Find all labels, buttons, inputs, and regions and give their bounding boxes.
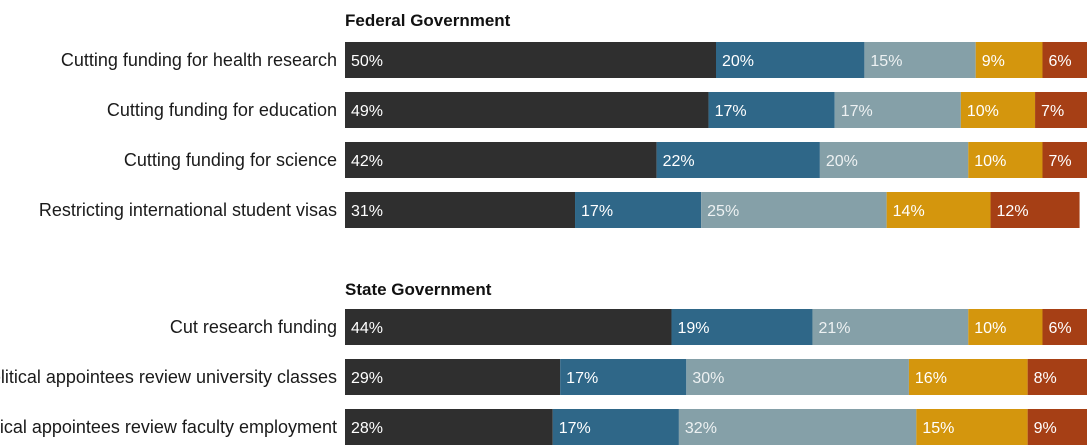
bar-segment: [1042, 42, 1087, 78]
data-label: 31%: [351, 203, 383, 220]
data-label: 30%: [692, 370, 724, 387]
chart-panel: State Government Cut research funding 44% 1…: [0, 280, 1087, 445]
bar-segment: [345, 192, 576, 228]
data-label: 17%: [581, 203, 613, 220]
bar-segment: [345, 309, 672, 345]
bar-segment: [916, 409, 1028, 445]
data-label: 8%: [1034, 370, 1057, 387]
bar-segment: [968, 309, 1043, 345]
data-label: 16%: [915, 370, 947, 387]
data-label: 29%: [351, 370, 383, 387]
bar-segment: [656, 142, 820, 178]
data-label: 17%: [841, 103, 873, 120]
category-label: Cutting funding for health research: [61, 50, 337, 70]
bar-segment: [886, 192, 991, 228]
bar-segment: [345, 42, 716, 78]
data-label: 9%: [1034, 420, 1057, 437]
bar-segment: [678, 409, 917, 445]
bar-segment: [968, 142, 1043, 178]
data-label: 15%: [922, 420, 954, 437]
bar-segment: [1042, 142, 1087, 178]
bar-segment: [560, 359, 687, 395]
data-label: 20%: [722, 53, 754, 70]
category-label: Political appointees review faculty empl…: [0, 417, 337, 437]
bar-segment: [716, 42, 865, 78]
category-label: Cutting funding for science: [124, 150, 337, 170]
data-label: 14%: [893, 203, 925, 220]
data-label: 12%: [997, 203, 1029, 220]
bar-segment: [552, 409, 679, 445]
data-label: 17%: [559, 420, 591, 437]
data-label: 19%: [677, 320, 709, 337]
bar-segment: [708, 92, 835, 128]
bar-segment: [1027, 409, 1087, 445]
bar-segment: [1035, 92, 1087, 128]
data-label: 20%: [826, 153, 858, 170]
data-label: 25%: [707, 203, 739, 220]
data-label: 49%: [351, 103, 383, 120]
category-label: Cut research funding: [170, 317, 337, 337]
bar-segment: [812, 309, 969, 345]
data-label: 9%: [982, 53, 1005, 70]
bar-segment: [1042, 309, 1087, 345]
data-label: 42%: [351, 153, 383, 170]
bar-segment: [990, 192, 1080, 228]
bar-segment: [834, 92, 961, 128]
data-label: 21%: [818, 320, 850, 337]
bar-segment: [686, 359, 909, 395]
data-label: 15%: [870, 53, 902, 70]
data-label: 22%: [663, 153, 695, 170]
bar-segment: [1027, 359, 1087, 395]
bar-segment: [345, 409, 553, 445]
category-label: Restricting international student visas: [39, 200, 337, 220]
panel-title: Federal Government: [345, 11, 511, 30]
data-label: 50%: [351, 53, 383, 70]
data-label: 7%: [1041, 103, 1064, 120]
data-label: 10%: [967, 103, 999, 120]
bar-segment: [345, 359, 561, 395]
panel-title: State Government: [345, 280, 492, 299]
bar-segment: [819, 142, 969, 178]
chart-panel: Federal Government Cutting funding for he…: [39, 11, 1087, 228]
bar-segment: [345, 142, 657, 178]
bar-segment: [345, 92, 709, 128]
data-label: 17%: [566, 370, 598, 387]
data-label: 10%: [974, 153, 1006, 170]
bar-segment: [671, 309, 813, 345]
data-label: 44%: [351, 320, 383, 337]
data-label: 6%: [1048, 320, 1071, 337]
data-label: 7%: [1048, 153, 1071, 170]
bar-segment: [864, 42, 976, 78]
bar-segment: [975, 42, 1043, 78]
bar-segment: [575, 192, 702, 228]
category-label: Political appointees review university c…: [0, 367, 337, 387]
data-label: 6%: [1048, 53, 1071, 70]
data-label: 17%: [715, 103, 747, 120]
category-label: Cutting funding for education: [107, 100, 337, 120]
data-label: 28%: [351, 420, 383, 437]
bar-segment: [701, 192, 887, 228]
bar-segment: [908, 359, 1028, 395]
data-label: 32%: [685, 420, 717, 437]
data-label: 10%: [974, 320, 1006, 337]
bar-segment: [960, 92, 1036, 128]
